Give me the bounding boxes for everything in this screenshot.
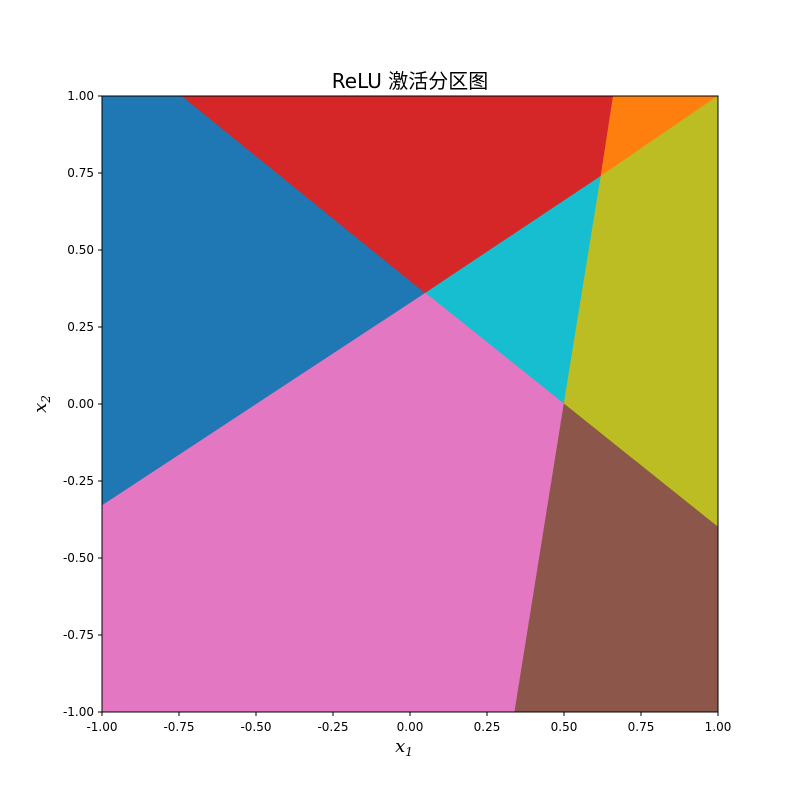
y-tick-label: -1.00: [63, 705, 94, 719]
chart-title: ReLU 激活分区图: [332, 69, 488, 93]
y-tick-label: 0.75: [67, 166, 94, 180]
y-axis-label-subscript: 2: [39, 395, 53, 404]
x-tick-label: -0.25: [317, 720, 348, 734]
y-tick-label: -0.25: [63, 474, 94, 488]
y-axis-ticks: -1.00 -0.75 -0.50 -0.25 0.00 0.25 0.50 0.75 1.00: [63, 89, 102, 719]
x-tick-label: -0.50: [240, 720, 271, 734]
y-tick-label: 0.50: [67, 243, 94, 257]
x-tick-label: 0.50: [551, 720, 578, 734]
y-axis-title: x2: [30, 395, 53, 413]
y-tick-label: 0.25: [67, 320, 94, 334]
x-axis-title: x1: [395, 736, 413, 759]
y-tick-label: -0.50: [63, 551, 94, 565]
x-axis-label: x: [395, 736, 405, 757]
x-tick-label: 0.25: [474, 720, 501, 734]
region-layer: [101, 95, 719, 713]
y-tick-label: 0.00: [67, 397, 94, 411]
y-tick-label: 1.00: [67, 89, 94, 103]
x-axis-label-subscript: 1: [405, 745, 413, 759]
x-tick-label: -1.00: [86, 720, 117, 734]
y-axis-label: x: [30, 403, 51, 413]
y-tick-label: -0.75: [63, 628, 94, 642]
x-tick-label: 0.75: [628, 720, 655, 734]
x-axis-ticks: -1.00 -0.75 -0.50 -0.25 0.00 0.25 0.50 0.75 1.00: [86, 712, 731, 734]
x-tick-label: -0.75: [163, 720, 194, 734]
x-tick-label: 0.00: [397, 720, 424, 734]
x-tick-label: 1.00: [705, 720, 732, 734]
